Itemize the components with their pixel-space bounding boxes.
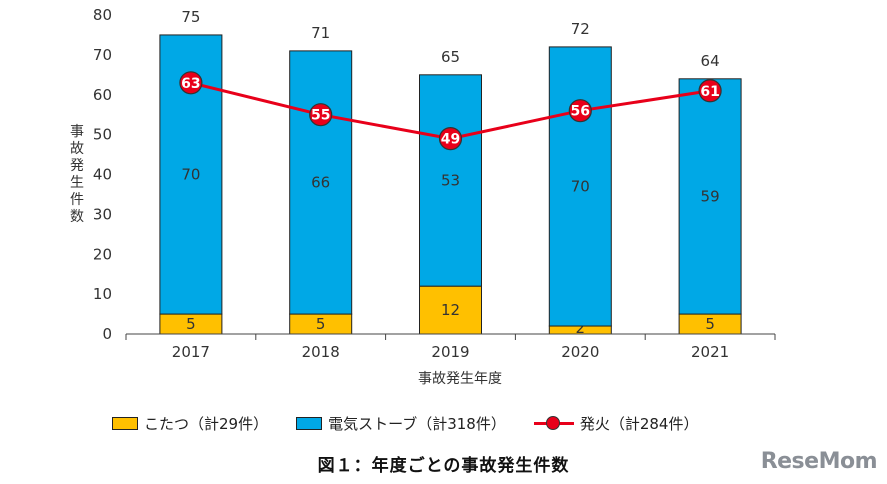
data-label: 70 bbox=[571, 177, 590, 195]
x-tick-label: 2017 bbox=[172, 343, 210, 361]
data-label: 12 bbox=[441, 301, 460, 319]
data-label: 53 bbox=[441, 171, 460, 189]
x-tick-label: 2019 bbox=[431, 343, 469, 361]
total-label: 72 bbox=[571, 20, 590, 38]
y-tick-label: 50 bbox=[93, 126, 112, 144]
x-tick-label: 2020 bbox=[561, 343, 599, 361]
legend-item-fire: 発火（計284件） bbox=[533, 413, 699, 434]
y-axis: 0 10 20 30 40 50 60 70 80 bbox=[93, 6, 112, 343]
total-label: 75 bbox=[181, 8, 200, 26]
x-tick-label: 2021 bbox=[691, 343, 729, 361]
fire-point-label: 55 bbox=[311, 108, 330, 124]
x-axis-title: 事故発生年度 bbox=[418, 371, 502, 387]
y-tick-label: 0 bbox=[102, 325, 112, 343]
bar-segment-heater bbox=[289, 50, 353, 315]
fire-point bbox=[698, 79, 722, 103]
legend: こたつ（計29件） 電気ストーブ（計318件） 発火（計284件） bbox=[112, 412, 726, 434]
bar-segment-heater bbox=[678, 78, 742, 315]
y-axis-title: 事故発生件数 bbox=[70, 124, 84, 225]
y-tick-label: 70 bbox=[93, 46, 112, 64]
bar-segment-heater bbox=[419, 74, 482, 287]
bar-segment-heater bbox=[548, 46, 612, 327]
total-label: 64 bbox=[701, 52, 720, 70]
fire-point-label: 49 bbox=[441, 132, 460, 148]
data-label: 66 bbox=[311, 173, 330, 191]
y-tick-label: 60 bbox=[93, 86, 112, 104]
data-label: 70 bbox=[181, 166, 200, 184]
bar-segment-kotatsu bbox=[419, 285, 482, 335]
y-tick-label: 10 bbox=[93, 285, 112, 303]
data-label: 5 bbox=[316, 315, 326, 333]
legend-item-heater: 電気ストーブ（計318件） bbox=[296, 413, 506, 434]
legend-swatch-fire bbox=[533, 414, 574, 432]
fire-point-label: 63 bbox=[181, 76, 200, 92]
legend-label-kotatsu: こたつ（計29件） bbox=[144, 414, 269, 433]
fire-point bbox=[309, 103, 333, 127]
total-label: 65 bbox=[441, 48, 460, 66]
fire-point-label: 56 bbox=[571, 104, 590, 120]
y-tick-label: 40 bbox=[93, 166, 112, 184]
watermark-logo: ReseMom bbox=[760, 449, 878, 474]
legend-label-fire: 発火（計284件） bbox=[579, 414, 699, 433]
bars: 5 70 75 5 66 71 12 53 65 2 70 72 5 59 64 bbox=[159, 8, 742, 337]
fire-point bbox=[179, 71, 203, 95]
x-axis: 2017 2018 2019 2020 2021 bbox=[125, 333, 776, 361]
fire-point bbox=[438, 127, 463, 151]
figure-caption: 図１：年度ごとの事故発生件数 bbox=[317, 456, 570, 476]
data-label: 5 bbox=[705, 315, 715, 333]
fire-point bbox=[568, 99, 592, 123]
legend-swatch-heater bbox=[296, 416, 323, 430]
data-label: 5 bbox=[186, 315, 196, 333]
legend-item-kotatsu: こたつ（計29件） bbox=[112, 413, 268, 434]
y-tick-label: 30 bbox=[93, 205, 112, 223]
y-tick-label: 20 bbox=[93, 245, 112, 263]
data-label: 59 bbox=[701, 187, 720, 205]
fire-line-series: 63 55 49 56 61 bbox=[179, 71, 722, 151]
total-label: 71 bbox=[311, 24, 330, 42]
legend-label-heater: 電気ストーブ（計318件） bbox=[328, 414, 506, 433]
y-tick-label: 80 bbox=[93, 6, 112, 24]
fire-point-label: 61 bbox=[700, 84, 719, 100]
data-label: 2 bbox=[576, 319, 586, 337]
legend-swatch-kotatsu bbox=[112, 416, 138, 430]
x-tick-label: 2018 bbox=[302, 343, 340, 361]
